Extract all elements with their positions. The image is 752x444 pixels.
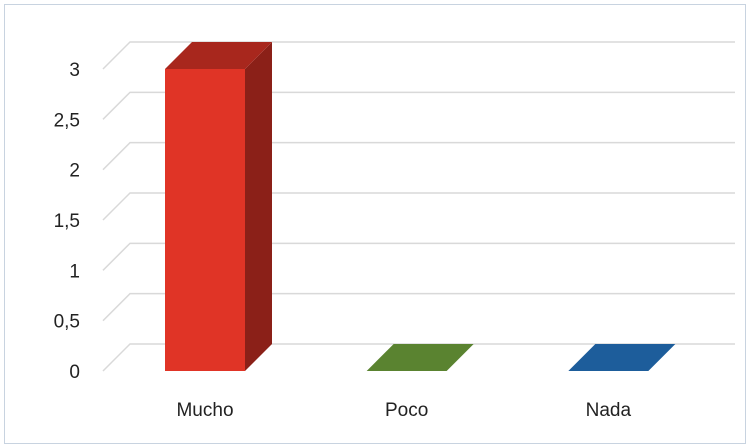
gridline: [102, 242, 735, 271]
y-tick-label: 2,5: [54, 110, 80, 131]
gridline: [102, 91, 735, 120]
gridline: [102, 141, 735, 171]
y-tick-label: 2: [69, 161, 80, 182]
y-tick-label: 0,5: [54, 312, 80, 333]
bars: [165, 42, 676, 371]
y-tick-label: 0: [69, 362, 80, 383]
gridline: [102, 41, 735, 70]
y-tick-label: 1,5: [54, 211, 80, 232]
x-category-label: Poco: [385, 400, 428, 421]
bar-nada: [568, 344, 676, 371]
gridline: [102, 343, 735, 372]
gridline: [102, 192, 735, 221]
y-tick-label: 3: [69, 60, 80, 81]
y-tick-label: 1: [69, 261, 80, 282]
x-category-label: Mucho: [176, 400, 233, 421]
x-category-label: Nada: [586, 400, 632, 421]
x-axis-labels: Mucho Poco Nada: [176, 400, 631, 421]
bar-mucho: [165, 42, 272, 371]
gridlines: [102, 41, 735, 372]
y-axis-ticks: 0 0,5 1 1,5 2 2,5 3: [54, 60, 80, 383]
bar-poco: [366, 344, 474, 371]
gridline: [102, 292, 735, 322]
